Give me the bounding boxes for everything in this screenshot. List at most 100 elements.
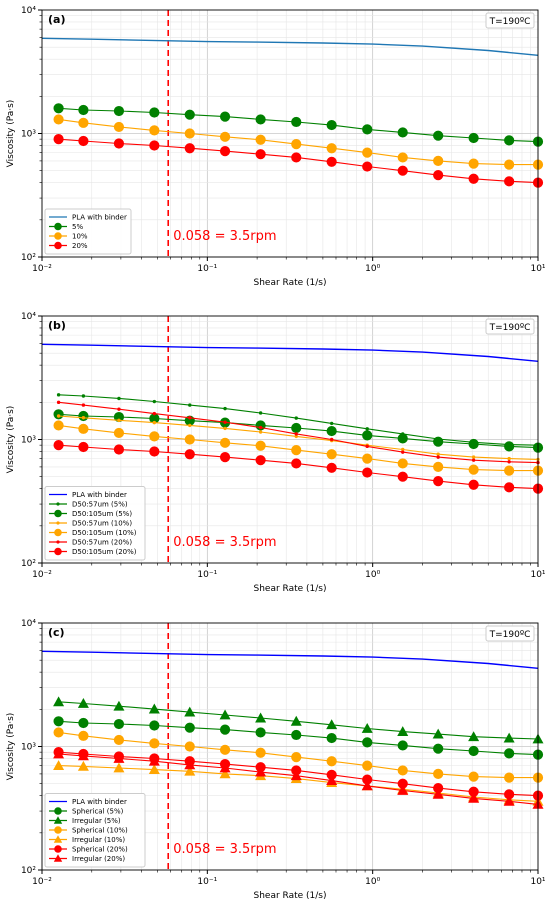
- legend-marker: [54, 232, 62, 240]
- data-point: [77, 697, 89, 708]
- data-point: [468, 771, 479, 782]
- data-point: [56, 393, 61, 397]
- data-point: [255, 766, 267, 777]
- data-point: [326, 143, 337, 154]
- data-point: [117, 396, 121, 401]
- data-point: [78, 135, 89, 147]
- data-point: [433, 461, 444, 472]
- data-point: [362, 430, 373, 441]
- data-point: [291, 445, 302, 456]
- legend-marker: [54, 509, 62, 518]
- data-point: [294, 434, 298, 439]
- legend-label: D50:105um (5%): [72, 510, 132, 518]
- data-point: [223, 406, 227, 411]
- legend-marker: [56, 521, 60, 525]
- data-point: [326, 775, 338, 785]
- data-point: [219, 768, 231, 779]
- x-tick-label: 10⁻¹: [197, 877, 217, 887]
- data-point: [362, 467, 373, 478]
- legend-label: D50:105um (20%): [72, 548, 137, 556]
- y-axis-title: Viscosity (Pa·s): [6, 406, 16, 474]
- legend-marker: [54, 241, 62, 250]
- series-line-1: [41, 650, 539, 669]
- data-point: [113, 734, 125, 746]
- legend-label: PLA with binder: [72, 214, 127, 222]
- data-point: [188, 423, 192, 428]
- y-tick-label: 10²: [21, 559, 36, 569]
- data-point: [258, 425, 263, 430]
- data-point: [78, 730, 89, 741]
- data-point: [291, 422, 302, 434]
- x-tick-label: 10⁻²: [32, 570, 52, 580]
- legend-marker: [54, 807, 62, 815]
- legend-label: 5%: [72, 223, 83, 231]
- data-point: [503, 795, 515, 806]
- annotation-box: [485, 318, 535, 335]
- data-point: [433, 476, 444, 487]
- data-point: [77, 750, 89, 761]
- data-point: [184, 706, 196, 717]
- data-point: [78, 423, 89, 434]
- data-point: [188, 416, 192, 420]
- legend-label: Irregular (10%): [72, 836, 125, 844]
- legend-label: PLA with binder: [72, 798, 127, 806]
- data-point: [471, 455, 476, 459]
- data-point: [468, 479, 479, 490]
- data-point: [53, 696, 65, 707]
- data-point: [219, 437, 231, 448]
- data-point: [326, 119, 337, 131]
- x-tick-label: 10⁻¹: [197, 570, 217, 580]
- temperature-annotation: T=190ºC: [489, 630, 531, 640]
- legend-marker: [54, 222, 62, 231]
- legend-marker: [53, 835, 63, 843]
- chart-panel-3: 0.058 = 3.5rpm 10⁻² 10⁻¹ 10⁰ 10¹ 10² 10³ 10⁴ She…: [6, 619, 546, 901]
- data-point: [401, 450, 405, 454]
- data-point: [397, 726, 409, 737]
- data-point: [148, 755, 160, 766]
- y-axis-title: Viscosity (Pa·s): [6, 100, 16, 168]
- data-point: [148, 703, 160, 714]
- annotation-box: [485, 12, 535, 29]
- legend-frame: [44, 486, 146, 561]
- data-point: [219, 744, 231, 755]
- data-point: [361, 780, 373, 791]
- data-point: [433, 155, 444, 166]
- legend-label: D50:57um (20%): [72, 539, 132, 547]
- data-point: [113, 444, 125, 455]
- data-point: [503, 732, 515, 743]
- data-point: [468, 158, 479, 169]
- data-point: [255, 712, 267, 723]
- data-point: [362, 161, 373, 172]
- data-point: [149, 431, 160, 442]
- data-point: [149, 738, 160, 749]
- data-point: [365, 427, 369, 431]
- data-point: [219, 452, 231, 463]
- series-line-1: [41, 343, 539, 362]
- legend-label: PLA with binder: [72, 491, 127, 499]
- data-point: [294, 432, 298, 436]
- data-point: [81, 416, 86, 420]
- data-point: [468, 132, 479, 144]
- data-point: [291, 139, 302, 150]
- legend-label: Spherical (20%): [72, 846, 128, 854]
- temperature-annotation: T=190ºC: [489, 323, 531, 333]
- data-point: [329, 437, 334, 442]
- x-tick-label: 10¹: [530, 264, 545, 274]
- data-point: [184, 143, 195, 154]
- data-point: [255, 440, 266, 451]
- data-point: [255, 727, 266, 738]
- legend-label: Irregular (5%): [72, 817, 121, 825]
- data-point: [53, 716, 64, 727]
- y-tick-label: 10⁴: [21, 619, 36, 629]
- data-point: [113, 105, 125, 117]
- data-point: [258, 430, 263, 434]
- x-tick-label: 10⁻¹: [197, 264, 217, 274]
- x-tick-label: 10⁰: [365, 570, 380, 580]
- panel-label: (a): [48, 13, 65, 26]
- data-point: [255, 149, 266, 160]
- data-point: [184, 109, 195, 120]
- legend-marker: [54, 547, 62, 556]
- data-point: [290, 770, 302, 781]
- data-point: [397, 740, 408, 751]
